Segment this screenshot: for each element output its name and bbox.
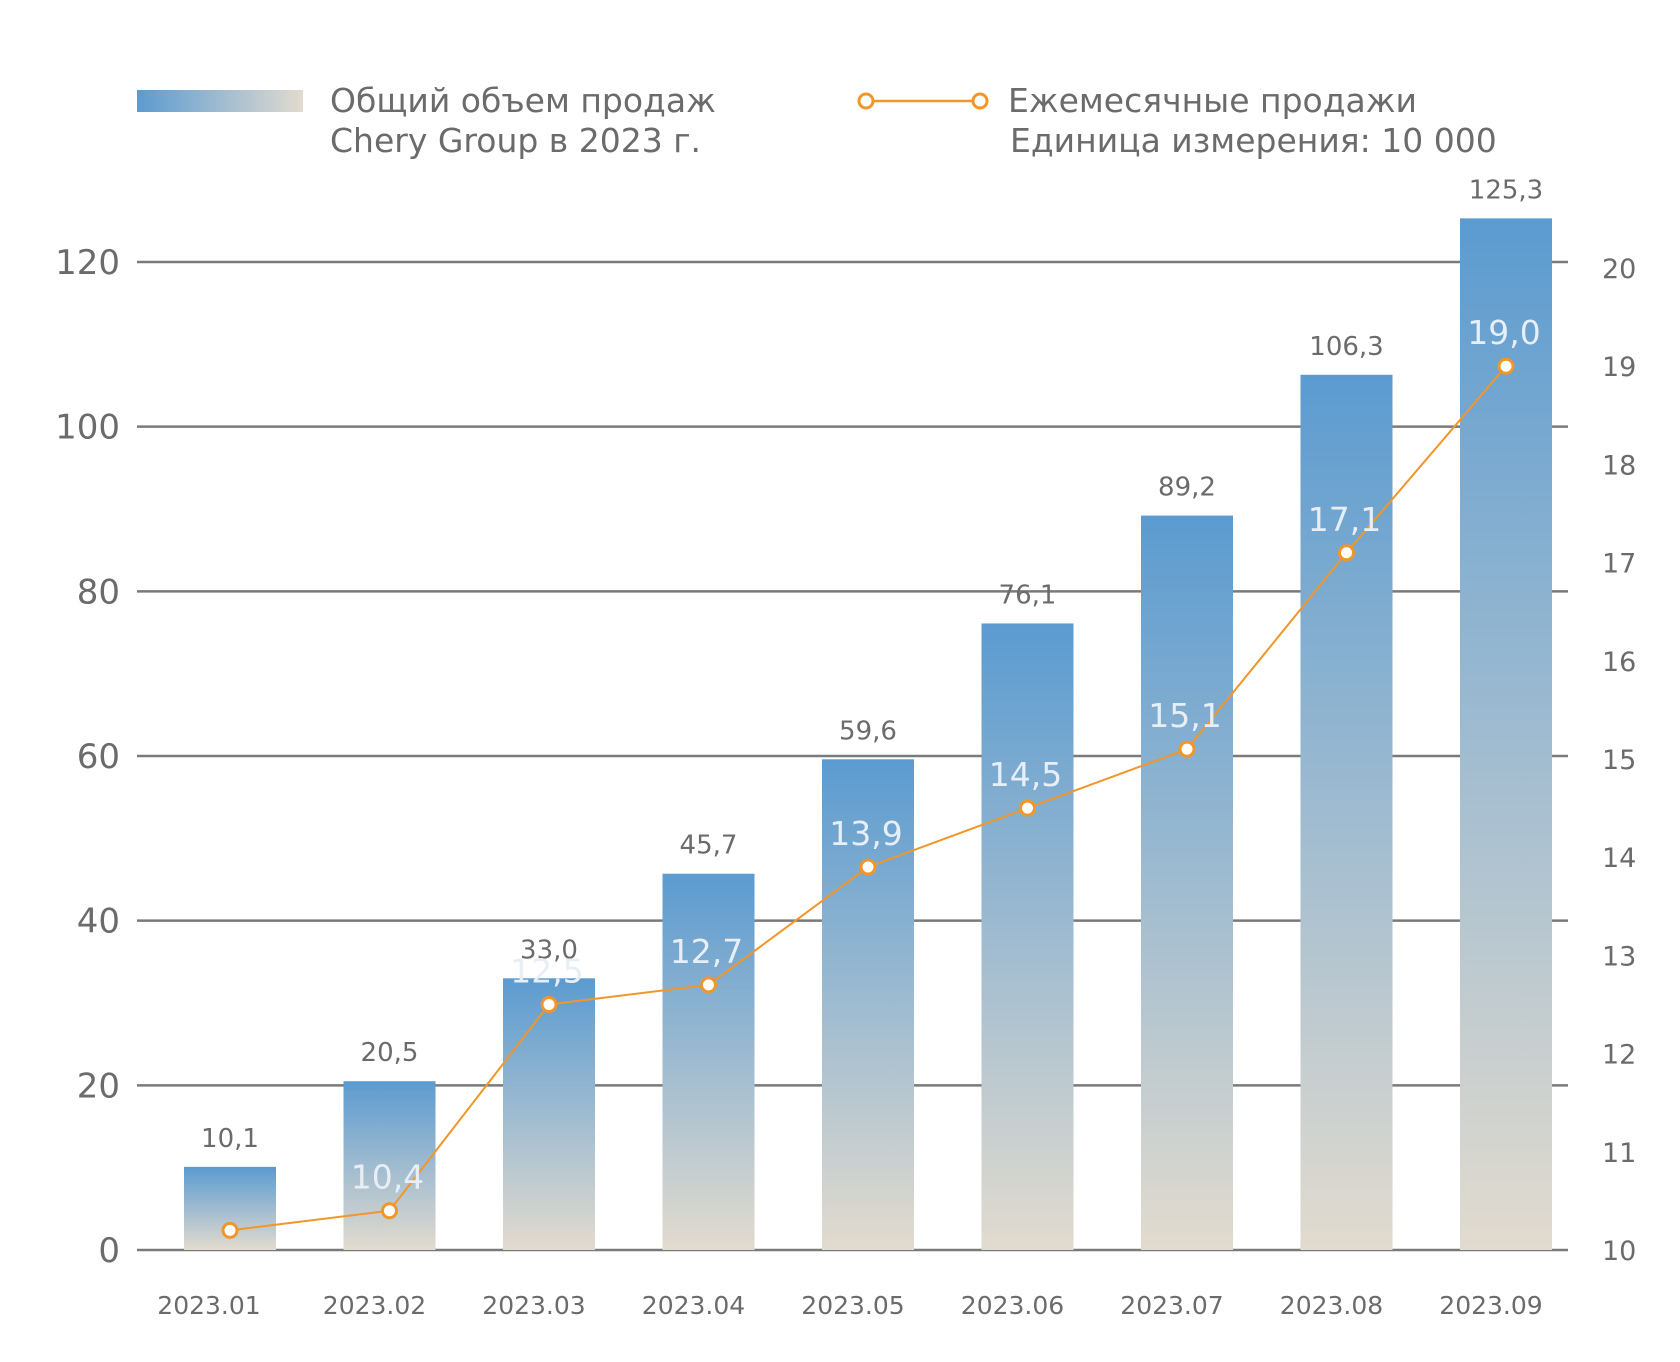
- bar: [822, 759, 914, 1250]
- y-left-tick-label: 0: [98, 1231, 120, 1271]
- y-left-tick-label: 100: [55, 408, 120, 448]
- monthly-sales-point: [1338, 544, 1355, 562]
- y-right-tick-label: 13: [1602, 941, 1636, 972]
- y-left-tick-label: 80: [77, 572, 120, 612]
- bar-value-label: 106,3: [1309, 332, 1383, 362]
- legend-swatches: [137, 90, 989, 112]
- bar-value-label: 20,5: [361, 1038, 419, 1068]
- x-category-label: 2023.05: [801, 1291, 904, 1320]
- bar-value-label: 89,2: [1158, 473, 1216, 503]
- monthly-value-label: 12,5: [510, 952, 583, 991]
- y-right-tick-label: 10: [1602, 1236, 1636, 1267]
- bar: [1141, 515, 1233, 1250]
- bar-value-label: 33,0: [520, 935, 578, 965]
- y-right-tick-label: 19: [1602, 352, 1636, 383]
- y-right-tick-label: 16: [1602, 647, 1636, 678]
- x-category-label: 2023.06: [961, 1291, 1064, 1320]
- y-right-tick-label: 20: [1602, 254, 1636, 285]
- legend-bar-swatch: [137, 90, 303, 112]
- x-category-label: 2023.04: [642, 1291, 745, 1320]
- y-left-tick-label: 20: [77, 1066, 120, 1106]
- bar-value-label: 59,6: [839, 716, 897, 746]
- y-left-tick-label: 40: [77, 902, 120, 942]
- legend-line-marker: [857, 92, 875, 110]
- legend-unit-label: Единица измерения: 10 000: [1010, 121, 1497, 160]
- bar: [343, 1081, 436, 1250]
- monthly-sales-point: [381, 1202, 398, 1220]
- legend-line-marker: [971, 92, 989, 110]
- monthly-value-label: 15,1: [1148, 696, 1221, 735]
- data-labels: 10,1 20,5 33,0 45,7 59,6 76,1 89,2 106,3 125,3 10…: [201, 175, 1543, 1196]
- y-right-tick-label: 11: [1602, 1138, 1636, 1169]
- bars: [184, 218, 1552, 1251]
- bar: [662, 873, 755, 1250]
- bar-value-label: 10,1: [201, 1124, 259, 1154]
- bar: [981, 623, 1074, 1250]
- monthly-value-label: 19,0: [1467, 313, 1540, 352]
- monthly-sales-point: [221, 1221, 239, 1239]
- monthly-value-label: 14,5: [989, 755, 1062, 794]
- bar: [503, 978, 595, 1250]
- monthly-sales-point: [540, 996, 558, 1013]
- y-right-tick-label: 18: [1602, 450, 1636, 481]
- bar-value-label: 45,7: [680, 831, 738, 861]
- bar: [1300, 374, 1393, 1251]
- legend-bar-label-line1: Общий объем продаж: [330, 81, 716, 120]
- monthly-sales-point: [859, 858, 877, 876]
- bar-value-label: 76,1: [999, 580, 1057, 610]
- x-category-label: 2023.02: [323, 1291, 426, 1320]
- x-category-label: 2023.01: [157, 1291, 260, 1320]
- monthly-line: [221, 357, 1515, 1239]
- x-category-label: 2023.07: [1120, 1291, 1223, 1320]
- monthly-sales-point: [1497, 357, 1515, 375]
- bar-value-label: 125,3: [1469, 175, 1543, 205]
- y-left-tick-label: 60: [77, 737, 120, 777]
- x-category-label: 2023.03: [482, 1291, 585, 1320]
- monthly-value-label: 13,9: [829, 814, 902, 853]
- x-category-label: 2023.09: [1439, 1291, 1542, 1320]
- y-right-tick-label: 15: [1602, 745, 1636, 776]
- y-right-tick-label: 17: [1602, 549, 1636, 580]
- legend-line-label: Ежемесячные продажи: [1008, 81, 1417, 120]
- y-right-tick-label: 14: [1602, 843, 1636, 874]
- monthly-value-label: 12,7: [670, 932, 743, 971]
- monthly-sales-point: [700, 976, 717, 994]
- y-left-tick-label: 120: [55, 243, 120, 283]
- axis-labels: 0 20 40 60 80 100 120 10 11 12 13 14 15 16 17 18 19 20 202…: [55, 243, 1636, 1320]
- y-right-tick-label: 12: [1602, 1040, 1636, 1071]
- legend-bar-label-line2: Chery Group в 2023 г.: [330, 121, 702, 160]
- monthly-value-label: 10,4: [351, 1158, 424, 1197]
- bar: [1460, 218, 1552, 1251]
- monthly-value-label: 17,1: [1308, 500, 1381, 539]
- x-category-label: 2023.08: [1280, 1291, 1383, 1320]
- monthly-sales-point: [1178, 740, 1196, 758]
- monthly-sales-point: [1019, 799, 1036, 817]
